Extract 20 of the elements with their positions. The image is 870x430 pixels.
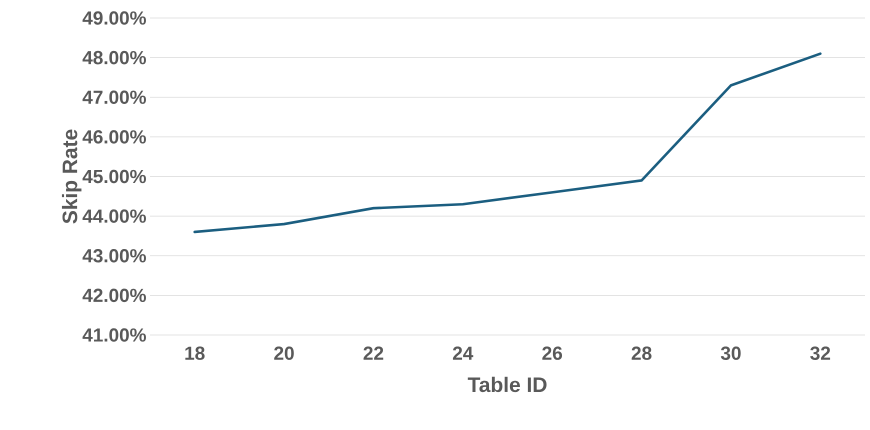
y-tick-label: 46.00%	[82, 130, 146, 144]
y-tick-label: 45.00%	[82, 170, 146, 184]
x-axis-title: Table ID	[468, 376, 547, 392]
y-tick-label: 43.00%	[82, 249, 146, 262]
y-tick-label: 44.00%	[82, 209, 146, 223]
x-tick-label: 32	[810, 346, 830, 360]
y-tick-label: 41.00%	[82, 328, 146, 342]
y-tick-label: 47.00%	[82, 90, 146, 104]
x-tick-label: 20	[274, 346, 294, 360]
line-series	[193, 52, 822, 234]
y-tick-label: 48.00%	[82, 50, 146, 64]
x-tick-label: 24	[452, 346, 474, 360]
x-tick-label: 26	[542, 346, 562, 360]
x-tick-label: 30	[720, 346, 741, 360]
y-axis-title: Skip Rate	[62, 130, 82, 224]
x-tick-label: 22	[364, 346, 384, 360]
y-tick-label: 42.00%	[82, 288, 146, 302]
x-tick-label: 18	[185, 346, 205, 360]
y-tick-label: 49.00%	[82, 11, 146, 25]
x-tick-label: 28	[632, 346, 652, 360]
